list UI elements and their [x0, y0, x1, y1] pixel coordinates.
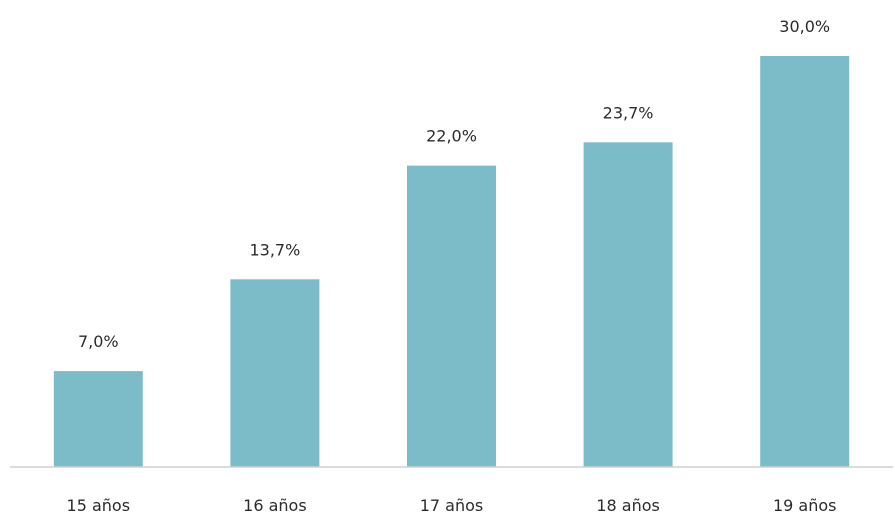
- bar-3: [407, 165, 496, 467]
- x-tick-label-4: 18 años: [596, 496, 660, 515]
- value-label-3: 22,0%: [426, 127, 477, 146]
- value-label-5: 30,0%: [779, 17, 830, 36]
- value-label-4: 23,7%: [603, 103, 654, 122]
- value-label-1: 7,0%: [78, 332, 119, 351]
- value-labels-layer: 7,0% 13,7% 22,0% 23,7% 30,0%: [78, 17, 830, 351]
- x-tick-label-1: 15 años: [67, 496, 131, 515]
- x-tick-labels-layer: 15 años 16 años 17 años 18 años 19 años: [67, 496, 837, 515]
- bar-4: [583, 142, 673, 467]
- x-tick-label-5: 19 años: [773, 496, 837, 515]
- x-tick-label-3: 17 años: [420, 496, 484, 515]
- value-label-2: 13,7%: [249, 240, 300, 259]
- bars-layer: [53, 56, 850, 467]
- bar-5: [760, 56, 850, 467]
- x-tick-label-2: 16 años: [243, 496, 307, 515]
- bar-2: [230, 279, 320, 467]
- bar-1: [53, 371, 143, 467]
